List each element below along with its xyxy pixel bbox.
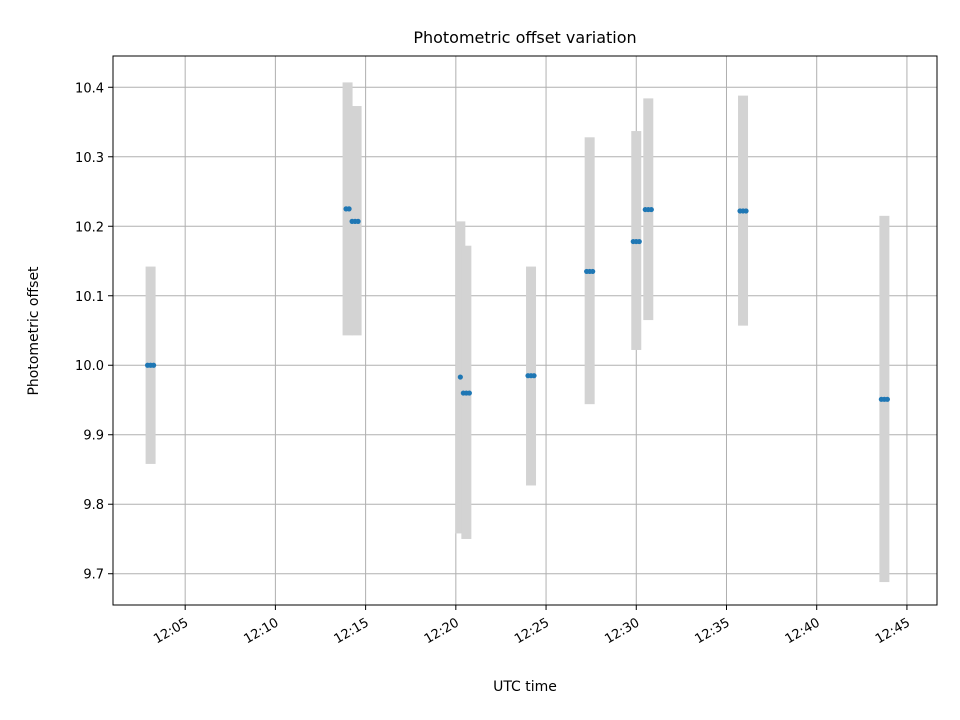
y-tick-label: 9.8 bbox=[83, 498, 104, 513]
data-point bbox=[457, 374, 463, 380]
data-point bbox=[648, 206, 654, 213]
y-tick-label: 10.3 bbox=[75, 151, 104, 166]
chart-title: Photometric offset variation bbox=[413, 28, 636, 47]
data-point bbox=[346, 206, 352, 212]
y-tick-label: 9.9 bbox=[83, 429, 104, 444]
data-point bbox=[150, 362, 157, 368]
data-point bbox=[355, 218, 361, 224]
y-axis-label: Photometric offset bbox=[26, 266, 42, 396]
y-tick-label: 10.2 bbox=[75, 220, 104, 235]
x-axis-label: UTC time bbox=[493, 679, 557, 695]
y-tick-label: 10.0 bbox=[75, 359, 104, 374]
data-point bbox=[884, 396, 890, 402]
data-point bbox=[636, 238, 642, 245]
data-points bbox=[144, 206, 890, 402]
y-tick-label: 10.1 bbox=[75, 290, 104, 305]
plot-frame bbox=[112, 55, 938, 606]
data-point bbox=[590, 268, 596, 275]
data-point bbox=[531, 373, 537, 379]
data-point bbox=[466, 390, 472, 396]
y-tick-label: 10.4 bbox=[75, 81, 104, 96]
data-point bbox=[743, 208, 749, 214]
y-tick-label: 9.7 bbox=[83, 568, 104, 583]
